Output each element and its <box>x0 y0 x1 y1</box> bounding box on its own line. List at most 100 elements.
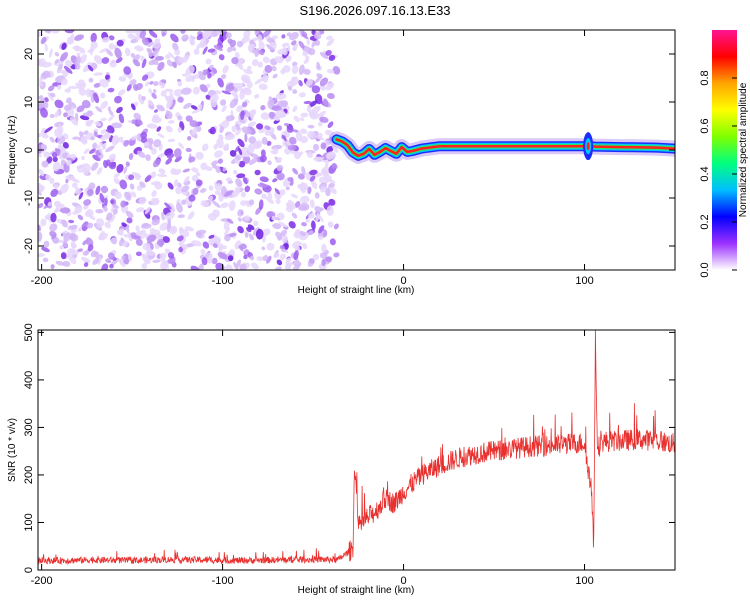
noise-blob <box>65 97 72 104</box>
noise-blob <box>71 175 76 182</box>
noise-blob <box>101 57 110 64</box>
noise-blob <box>320 142 327 150</box>
spectrogram-ytick-label: 20 <box>23 48 35 60</box>
noise-blob <box>271 65 277 72</box>
noise-blob <box>38 224 41 232</box>
noise-blob <box>309 169 318 176</box>
noise-blob <box>157 238 165 247</box>
noise-blob <box>245 232 249 239</box>
noise-blob <box>195 179 203 187</box>
noise-blob <box>156 126 162 132</box>
noise-blob <box>214 190 222 196</box>
noise-blob <box>264 64 273 73</box>
noise-blob <box>141 74 149 81</box>
noise-blob <box>50 212 57 223</box>
noise-blob <box>204 252 213 261</box>
noise-blob <box>109 60 117 68</box>
noise-blob <box>152 89 157 93</box>
noise-blob <box>79 47 86 54</box>
noise-blob <box>258 83 268 91</box>
noise-blob <box>307 130 315 139</box>
noise-blob <box>125 30 136 34</box>
noise-blob <box>231 125 237 133</box>
noise-blob <box>62 260 71 267</box>
noise-blob <box>74 205 83 214</box>
noise-blob <box>196 33 204 41</box>
noise-blob <box>134 45 144 52</box>
noise-blob <box>118 89 126 96</box>
noise-blob <box>331 163 337 169</box>
noise-blob <box>332 66 341 75</box>
noise-blob <box>115 136 124 143</box>
noise-blob <box>65 159 72 166</box>
noise-blob <box>291 40 297 46</box>
noise-blob <box>83 199 92 206</box>
noise-blob <box>100 185 109 194</box>
noise-blob <box>259 176 269 183</box>
noise-blob <box>327 221 334 228</box>
noise-blob <box>109 153 116 161</box>
snr-xtick-label: 0 <box>400 575 406 587</box>
noise-blob <box>202 46 208 55</box>
noise-blob <box>333 252 340 258</box>
noise-blob <box>187 211 195 220</box>
spectrogram-xtick-label: 0 <box>400 275 406 287</box>
noise-blob <box>99 192 105 204</box>
noise-blob <box>92 257 100 265</box>
noise-blob <box>49 136 55 143</box>
noise-blob <box>108 35 115 41</box>
noise-blob <box>119 179 128 190</box>
noise-blob <box>172 42 179 51</box>
noise-blob <box>272 147 279 155</box>
noise-blob <box>326 35 333 40</box>
noise-blob <box>60 51 68 62</box>
noise-blob <box>280 229 288 237</box>
noise-blob <box>254 169 261 176</box>
noise-blob <box>43 151 51 158</box>
noise-blob <box>325 151 336 160</box>
noise-blob <box>92 142 98 150</box>
noise-blob <box>60 252 67 260</box>
noise-blob <box>181 34 189 42</box>
noise-blob <box>247 65 252 71</box>
noise-blob <box>79 82 87 90</box>
noise-blob <box>199 84 208 93</box>
noise-blob <box>105 129 112 134</box>
snr-ytick-label: 300 <box>23 418 35 436</box>
noise-blob <box>60 207 71 214</box>
noise-blob <box>106 212 113 221</box>
noise-blob <box>177 96 184 103</box>
noise-blob <box>87 48 95 53</box>
noise-blob <box>280 189 286 196</box>
noise-blob <box>223 143 230 151</box>
noise-blob <box>165 110 173 120</box>
noise-blob <box>285 186 290 191</box>
noise-blob <box>127 253 132 262</box>
noise-blob <box>313 32 322 40</box>
noise-blob <box>301 222 307 227</box>
noise-blob <box>89 148 96 154</box>
noise-blob <box>298 40 305 49</box>
signal-track <box>328 131 675 164</box>
noise-blob <box>215 165 221 174</box>
noise-blob <box>56 69 66 74</box>
noise-blob <box>111 135 120 146</box>
noise-blob <box>77 248 84 253</box>
noise-blob <box>244 215 251 221</box>
noise-blob <box>77 214 84 221</box>
noise-blob <box>271 215 275 221</box>
noise-blob <box>73 34 85 41</box>
noise-blob <box>226 46 233 53</box>
noise-blob <box>175 202 183 213</box>
noise-blob <box>38 95 44 100</box>
noise-blob <box>167 138 176 143</box>
noise-blob <box>241 126 252 135</box>
noise-blob <box>262 254 269 262</box>
noise-blob <box>211 67 218 74</box>
spectrogram-ytick-label: 10 <box>23 96 35 108</box>
noise-blob <box>303 68 311 75</box>
noise-blob <box>150 171 157 179</box>
noise-blob <box>117 228 124 235</box>
noise-blob <box>150 197 160 206</box>
